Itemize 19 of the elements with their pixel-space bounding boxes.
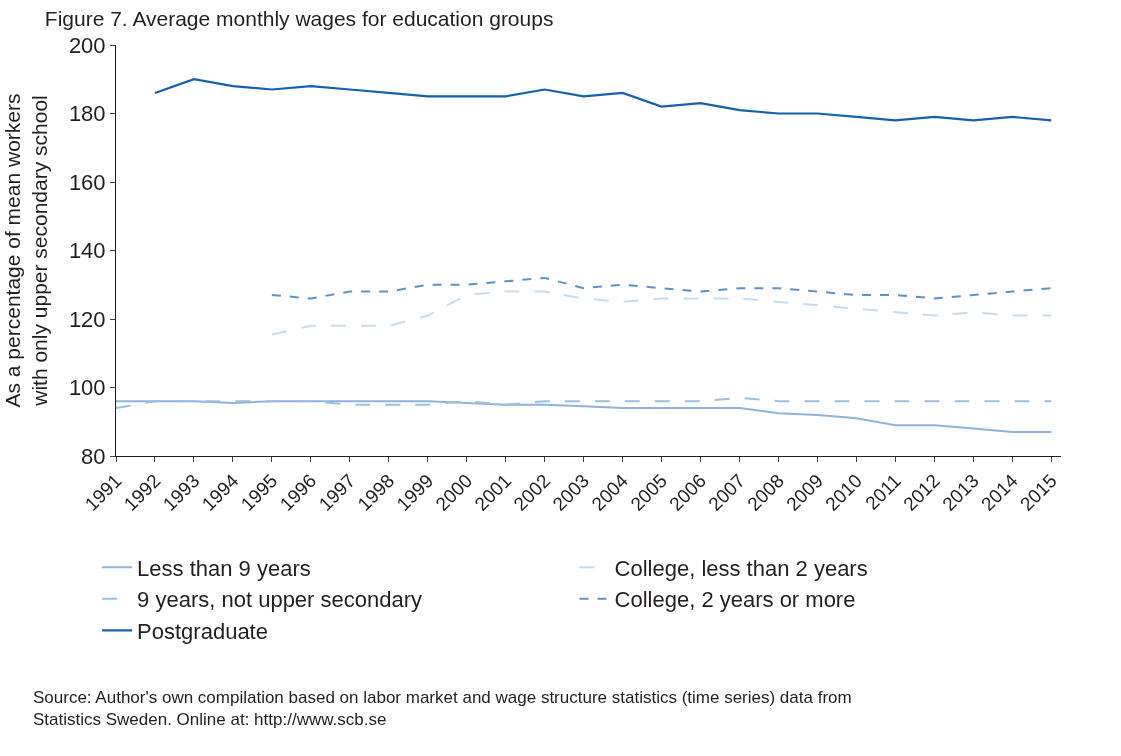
line-series bbox=[116, 400, 1053, 434]
line-series bbox=[270, 276, 1053, 300]
line-series bbox=[270, 290, 1053, 336]
y-tick-label: 120 bbox=[68, 306, 106, 332]
legend-label: 9 years, not upper secondary bbox=[137, 587, 423, 613]
y-axis-title: As a percentage of mean workers with only upper secondary school bbox=[0, 93, 52, 408]
y-tick-label: 140 bbox=[68, 238, 106, 264]
legend-label: College, 2 years or more bbox=[614, 587, 856, 613]
source-note: Source: Author's own compilation based on labor market and wage structure statistics (time series) data from Statistics Sweden. Online at: http://www.scb.se bbox=[33, 688, 852, 730]
y-tick-label: 160 bbox=[68, 169, 106, 195]
legend-label: Postgraduate bbox=[137, 619, 268, 644]
legend-label: Less than 9 years bbox=[137, 555, 311, 581]
y-tick-label: 200 bbox=[68, 32, 106, 58]
legend-label: College, less than 2 years bbox=[614, 555, 868, 581]
chart-title: Figure 7. Average monthly wages for education groups bbox=[44, 7, 554, 31]
line-series bbox=[153, 78, 1053, 122]
y-tick-label: 180 bbox=[68, 101, 106, 127]
y-tick-label: 80 bbox=[81, 443, 106, 469]
y-tick-label: 100 bbox=[68, 375, 106, 401]
